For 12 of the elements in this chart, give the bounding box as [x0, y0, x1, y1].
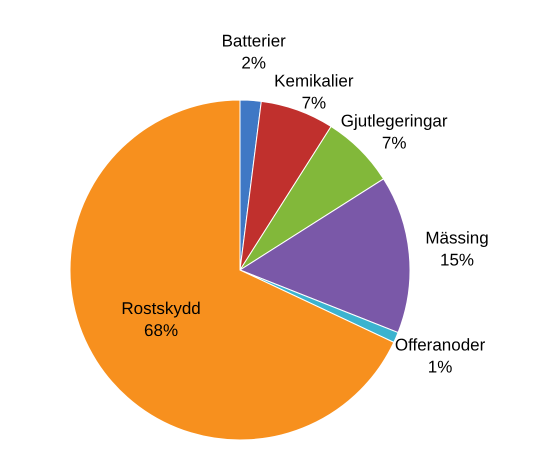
slice-label: Mässing	[425, 228, 489, 248]
data-label: 15%	[440, 250, 474, 270]
slice-label: Offeranoder	[394, 336, 486, 355]
data-label: 7%	[302, 93, 326, 112]
slice-label: Gjutlegeringar	[340, 111, 448, 130]
slice-label: Batterier	[222, 31, 286, 50]
slice-label: Rostskydd	[121, 299, 201, 318]
slice-label: Kemikalier	[274, 71, 354, 90]
data-label: 2%	[241, 53, 266, 72]
data-label: 68%	[144, 321, 178, 340]
data-label: 7%	[382, 133, 406, 152]
data-label: 1%	[428, 358, 452, 377]
